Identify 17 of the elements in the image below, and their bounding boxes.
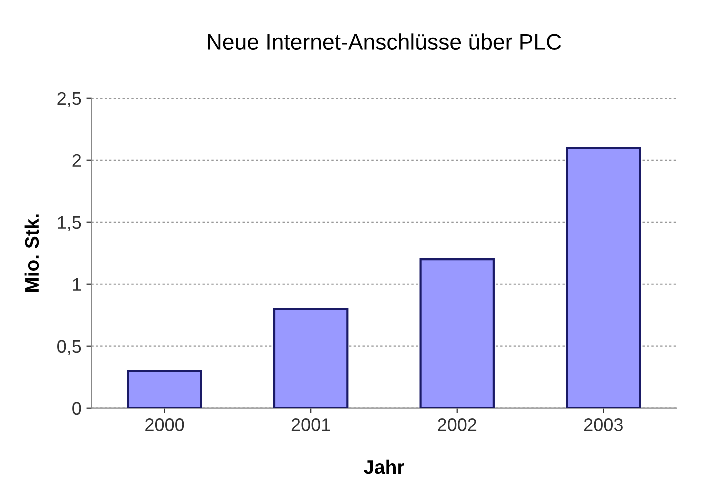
y-axis-title: Mio. Stk. <box>24 214 40 292</box>
bar <box>273 308 349 408</box>
y-tick-label: 0 <box>72 402 82 416</box>
y-tick-label: 0,5 <box>58 340 82 356</box>
chart-title: Neue Internet-Anschlüsse über PLC <box>208 34 562 50</box>
x-tick-label: 2000 <box>146 418 184 432</box>
bar <box>127 370 202 408</box>
x-tick-label: 2003 <box>584 418 623 432</box>
x-tick-label: 2002 <box>438 418 477 432</box>
x-tick-label: 2001 <box>292 418 330 432</box>
y-tick-label: 1 <box>73 278 82 291</box>
bar <box>420 258 495 408</box>
bar <box>566 146 642 408</box>
y-tick-label: 2 <box>72 154 82 167</box>
y-tick-label: 1,5 <box>58 216 82 232</box>
x-axis-title: Jahr <box>364 460 404 474</box>
y-tick-label: 2,5 <box>58 92 82 108</box>
